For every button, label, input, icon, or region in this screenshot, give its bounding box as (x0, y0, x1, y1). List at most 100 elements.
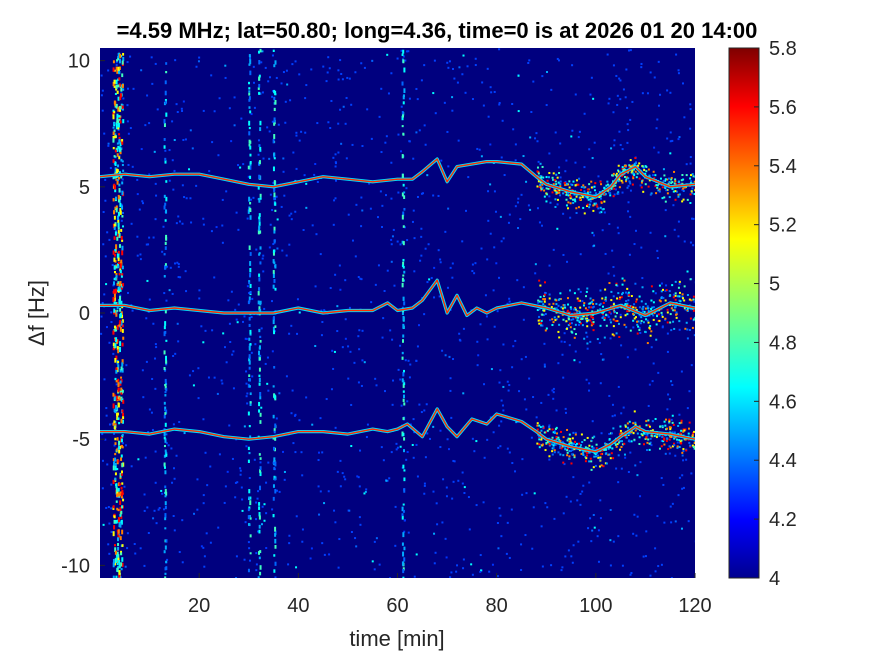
noise-cell (293, 414, 296, 417)
noise-cell (259, 461, 262, 464)
noise-cell (182, 139, 185, 142)
noise-cell (520, 193, 523, 196)
noise-cell (176, 111, 179, 114)
noise-cell (397, 191, 400, 194)
noise-cell (294, 451, 297, 454)
noise-cell (451, 109, 454, 112)
noise-cell (178, 551, 181, 554)
noise-cell (298, 139, 301, 142)
noise-cell (434, 112, 437, 115)
noise-cell (181, 519, 184, 522)
noise-cell (164, 149, 167, 152)
noise-cell (101, 487, 104, 490)
noise-cell (662, 483, 665, 486)
noise-cell (528, 59, 531, 62)
noise-cell (627, 184, 630, 187)
noise-cell (217, 154, 220, 157)
noise-cell (568, 344, 571, 347)
noise-cell (267, 80, 270, 83)
noise-cell (515, 421, 518, 424)
noise-cell (694, 540, 695, 543)
noise-cell (125, 364, 128, 367)
noise-cell (520, 568, 523, 571)
noise-cell (540, 401, 543, 404)
noise-cell (178, 220, 181, 223)
noise-cell (339, 459, 342, 462)
noise-cell (609, 337, 612, 340)
noise-cell (154, 387, 157, 390)
noise-cell (153, 509, 156, 512)
noise-cell (423, 313, 426, 316)
noise-cell (671, 139, 674, 142)
noise-cell (420, 192, 423, 195)
noise-cell (562, 512, 565, 515)
noise-cell (540, 525, 543, 528)
noise-cell (386, 269, 389, 272)
noise-cell (245, 370, 248, 373)
noise-cell (285, 69, 288, 72)
noise-cell (660, 563, 663, 566)
noise-cell (499, 514, 502, 517)
noise-cell (328, 67, 331, 70)
noise-cell (537, 301, 540, 304)
noise-cell (514, 143, 517, 146)
noise-cell (452, 480, 455, 483)
noise-cell (260, 327, 263, 330)
noise-cell (617, 385, 620, 388)
colorbar-tick-label: 5.8 (769, 38, 797, 60)
noise-cell (475, 504, 478, 507)
noise-cell (374, 377, 377, 380)
noise-cell (288, 214, 291, 217)
noise-cell (108, 238, 111, 241)
noise-cell (195, 184, 198, 187)
noise-cell (588, 481, 591, 484)
noise-cell (479, 554, 482, 557)
noise-cell (203, 565, 206, 568)
noise-cell (519, 218, 522, 221)
noise-cell (458, 66, 461, 69)
noise-cell (497, 547, 500, 550)
noise-cell (590, 540, 593, 543)
noise-cell (612, 64, 615, 67)
noise-cell (518, 390, 521, 393)
noise-cell (103, 132, 106, 135)
noise-cell (177, 265, 180, 268)
noise-cell (458, 338, 461, 341)
noise-cell (107, 506, 110, 509)
noise-cell (198, 56, 201, 59)
noise-cell (656, 257, 659, 260)
noise-cell (525, 408, 528, 411)
noise-cell (570, 555, 573, 558)
noise-cell (320, 334, 323, 337)
noise-cell (386, 53, 389, 56)
noise-cell (371, 59, 374, 62)
noise-cell (109, 167, 112, 170)
noise-cell (493, 190, 496, 193)
noise-cell (648, 383, 651, 386)
noise-cell (674, 520, 677, 523)
noise-cell (683, 116, 686, 119)
noise-cell (234, 496, 237, 499)
noise-cell (136, 178, 139, 181)
noise-cell (593, 141, 596, 144)
noise-cell (188, 374, 191, 377)
noise-cell (628, 49, 631, 52)
noise-cell (653, 76, 656, 79)
noise-cell (566, 260, 569, 263)
noise-cell (298, 311, 301, 314)
noise-cell (617, 232, 620, 235)
noise-cell (668, 452, 671, 455)
noise-cell (267, 389, 270, 392)
noise-cell (587, 527, 590, 530)
noise-cell (409, 423, 412, 426)
noise-cell (346, 76, 349, 79)
noise-cell (586, 335, 589, 338)
noise-cell (360, 278, 363, 281)
noise-cell (204, 329, 207, 332)
noise-cell (266, 126, 269, 129)
noise-cell (405, 458, 408, 461)
noise-cell (450, 416, 453, 419)
noise-cell (246, 402, 249, 405)
noise-cell (502, 237, 505, 240)
noise-cell (592, 513, 595, 516)
